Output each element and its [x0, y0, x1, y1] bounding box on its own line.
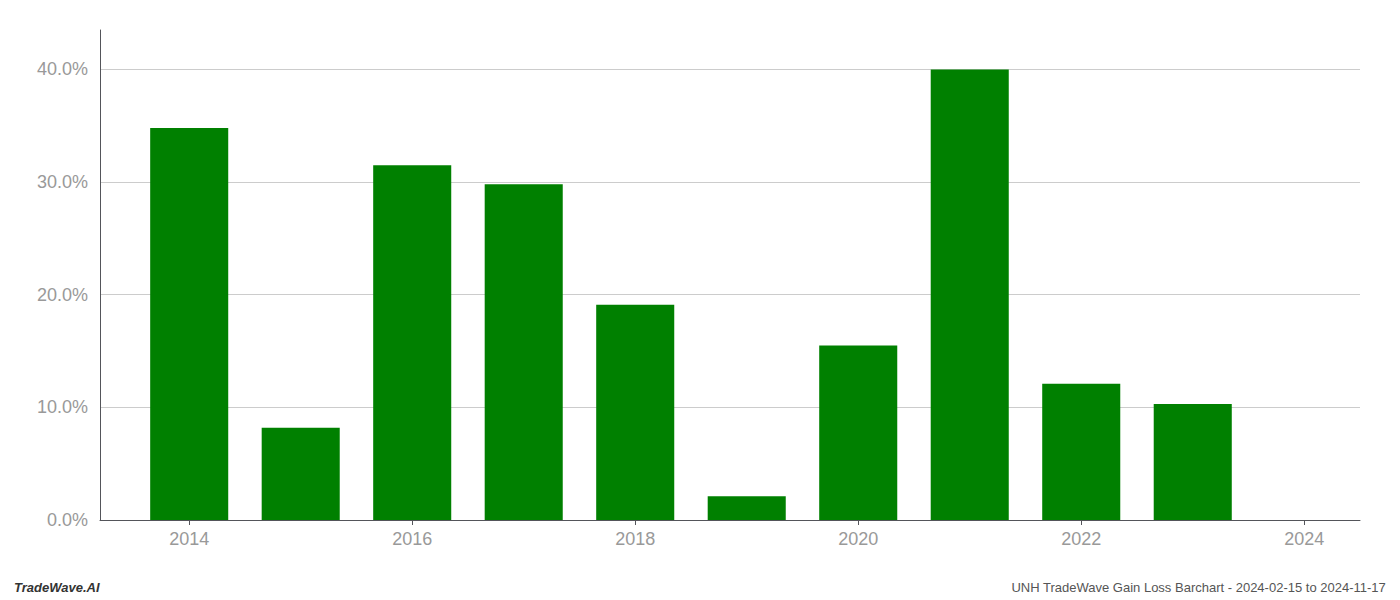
svg-text:40.0%: 40.0%: [37, 59, 88, 79]
svg-text:10.0%: 10.0%: [37, 397, 88, 417]
svg-text:2022: 2022: [1061, 529, 1101, 549]
svg-text:2024: 2024: [1284, 529, 1324, 549]
svg-text:2020: 2020: [838, 529, 878, 549]
svg-text:2014: 2014: [169, 529, 209, 549]
svg-text:UNH TradeWave Gain Loss Barcha: UNH TradeWave Gain Loss Barchart - 2024-…: [1011, 580, 1385, 595]
svg-text:0.0%: 0.0%: [47, 510, 88, 530]
svg-text:20.0%: 20.0%: [37, 285, 88, 305]
svg-text:2016: 2016: [392, 529, 432, 549]
svg-text:30.0%: 30.0%: [37, 172, 88, 192]
svg-text:2018: 2018: [615, 529, 655, 549]
svg-text:TradeWave.AI: TradeWave.AI: [14, 580, 100, 595]
